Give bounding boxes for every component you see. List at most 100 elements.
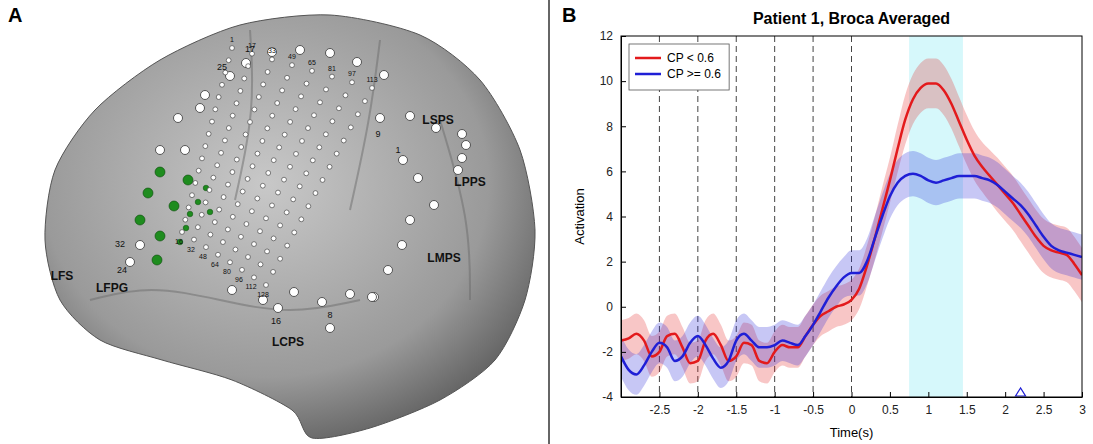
grid-label: 65 xyxy=(308,59,316,66)
tick-label: 8 xyxy=(606,120,613,134)
tick: 4 xyxy=(606,210,626,224)
grid-electrode xyxy=(215,163,220,168)
strip-electrode xyxy=(326,324,335,333)
tick: -2 xyxy=(602,345,626,359)
region-label: LSPS xyxy=(422,113,453,127)
tick-mark xyxy=(621,171,626,172)
grid-electrode xyxy=(271,158,276,163)
active-electrode xyxy=(207,209,213,215)
grid-electrode xyxy=(249,209,254,214)
grid-electrode xyxy=(260,183,265,188)
tick-mark xyxy=(698,392,699,397)
tick: 0 xyxy=(849,392,856,417)
tick-label: 1 xyxy=(925,403,932,417)
grid-electrode xyxy=(293,107,298,112)
grid-electrode xyxy=(291,197,296,202)
tick-label: 12 xyxy=(600,29,614,43)
grid-electrode xyxy=(350,80,355,85)
active-electrode xyxy=(152,255,162,265)
tick: 12 xyxy=(600,29,626,43)
active-electrode xyxy=(169,201,179,211)
tick-mark xyxy=(621,307,626,308)
grid-electrode xyxy=(196,168,201,173)
grid-label: 96 xyxy=(235,276,243,283)
grid-electrode xyxy=(270,203,275,208)
tick-label: 0 xyxy=(849,403,856,417)
grid-electrode xyxy=(304,171,309,176)
region-label: LFS xyxy=(51,269,74,283)
grid-electrode xyxy=(240,189,245,194)
tick-mark xyxy=(775,392,776,397)
grid-electrode xyxy=(275,101,280,106)
tick-mark xyxy=(621,397,626,398)
strip-electrode xyxy=(274,304,283,313)
grid-electrode xyxy=(270,113,275,118)
region-label: LCPS xyxy=(272,335,304,349)
grid-electrode xyxy=(207,188,212,193)
grid-electrode xyxy=(186,205,191,210)
grid-electrode xyxy=(204,245,209,250)
strip-electrode xyxy=(136,241,145,250)
grid-electrode xyxy=(250,164,255,169)
brain-panel: 1173349658197113163248648096112128251791… xyxy=(45,15,535,439)
y-axis: -4-2024681012 xyxy=(600,29,626,404)
tick-mark xyxy=(621,352,626,353)
grid-electrode xyxy=(238,88,243,93)
figure: AB11733496581971131632486480961121282517… xyxy=(0,0,1093,444)
grid-electrode xyxy=(294,151,299,156)
grid-electrode xyxy=(280,88,285,93)
event-line xyxy=(851,36,852,397)
grid-electrode xyxy=(246,64,251,69)
strip-electrode xyxy=(290,288,299,297)
grid-electrode xyxy=(260,139,265,144)
tick-mark xyxy=(659,392,660,397)
tick-mark xyxy=(1005,392,1006,397)
legend-label: CP < 0.6 xyxy=(667,51,714,65)
grid-electrode xyxy=(199,212,204,217)
grid-electrode xyxy=(337,106,342,111)
grid-label: 64 xyxy=(211,261,219,268)
grid-electrode xyxy=(234,101,239,106)
grid-electrode xyxy=(334,151,339,156)
grid-electrode xyxy=(246,255,251,260)
tick-mark xyxy=(1082,392,1083,397)
tick-label: -4 xyxy=(602,390,613,404)
grid-electrode xyxy=(277,145,282,150)
strip-electrode xyxy=(399,156,408,165)
grid-label: 33 xyxy=(268,47,276,54)
grid-electrode xyxy=(252,275,257,280)
strip-electrode xyxy=(326,49,335,58)
x-axis: -2.5-2-1.5-1-0.500.511.522.53 xyxy=(622,392,1087,417)
grid-electrode xyxy=(192,237,197,242)
grid-electrode xyxy=(304,81,309,86)
active-electrode xyxy=(155,231,165,241)
strip-label: 32 xyxy=(115,239,125,249)
grid-electrode xyxy=(310,68,315,73)
tick: 2 xyxy=(1002,392,1009,417)
grid-electrode xyxy=(318,100,323,105)
grid-electrode xyxy=(265,126,270,131)
tick-label: -0.5 xyxy=(803,403,824,417)
grid-electrode xyxy=(233,247,238,252)
tick-label: -2 xyxy=(693,403,704,417)
series-line xyxy=(621,174,1082,375)
grid-electrode xyxy=(244,222,249,227)
legend-box xyxy=(629,44,729,90)
grid-electrode xyxy=(248,120,253,125)
grid-electrode xyxy=(299,217,304,222)
grid-electrode xyxy=(299,94,304,99)
strip-electrode xyxy=(368,293,377,302)
tick-mark xyxy=(621,36,626,37)
grid-electrode xyxy=(320,178,325,183)
grid-electrode xyxy=(285,75,290,80)
grid-label: 80 xyxy=(223,268,231,275)
grid-electrode xyxy=(193,181,198,186)
grid-electrode xyxy=(317,145,322,150)
grid-label: 112 xyxy=(245,283,256,290)
legend-swatch xyxy=(635,57,661,60)
tick-label: 1.5 xyxy=(959,403,976,417)
tick-label: -1 xyxy=(770,403,781,417)
grid-label: 49 xyxy=(288,53,296,60)
panel-letter: A xyxy=(8,4,22,26)
strip-electrode xyxy=(174,114,183,123)
